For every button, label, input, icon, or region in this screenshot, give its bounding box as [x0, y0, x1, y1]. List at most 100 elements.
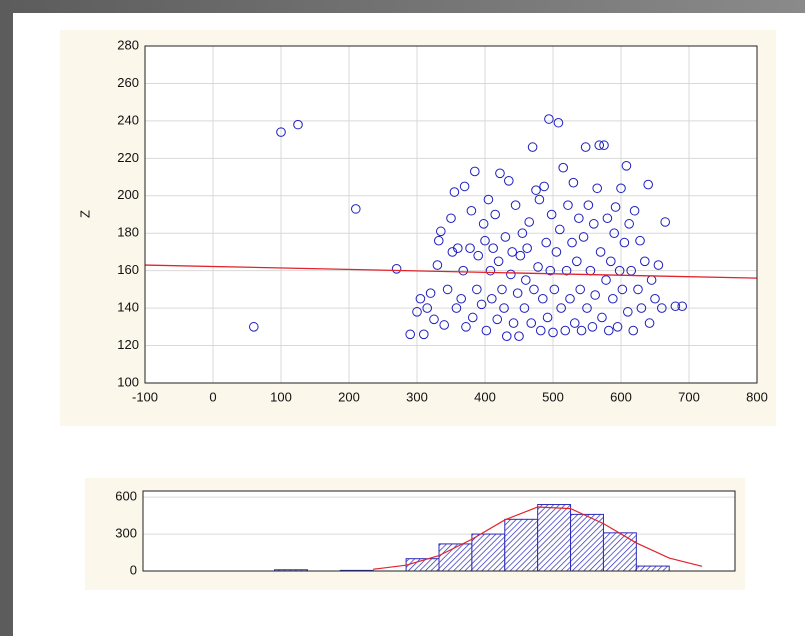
point	[594, 140, 605, 151]
point	[521, 275, 531, 285]
bar	[570, 513, 604, 572]
point	[451, 303, 462, 313]
point	[574, 213, 584, 224]
point	[555, 224, 565, 235]
point	[628, 325, 639, 336]
plot-frame	[142, 490, 736, 572]
point	[617, 284, 628, 295]
plot-frame	[144, 45, 758, 384]
plot-area	[145, 46, 757, 383]
point	[433, 235, 444, 246]
point	[653, 260, 664, 270]
point	[553, 117, 564, 128]
point	[519, 303, 530, 313]
y-tick-label: 280	[117, 37, 139, 52]
point	[487, 293, 497, 304]
point	[549, 284, 560, 295]
point	[670, 301, 681, 312]
x-tick-label: 600	[610, 389, 632, 404]
fit-line	[144, 264, 758, 279]
point	[612, 322, 623, 332]
y-tick-label: 300	[115, 526, 137, 541]
x-tick-label: 500	[542, 389, 564, 404]
point	[351, 204, 361, 214]
point	[391, 263, 402, 274]
point	[635, 235, 645, 246]
y-tick-label: 240	[117, 112, 139, 127]
point	[276, 127, 286, 137]
y-tick-label: 200	[117, 187, 139, 202]
x-tick-label: 300	[406, 389, 428, 404]
point	[461, 322, 471, 332]
point	[616, 183, 626, 194]
point	[644, 318, 655, 328]
point	[439, 320, 450, 330]
bar	[504, 518, 539, 572]
point	[492, 314, 503, 325]
point	[533, 262, 543, 272]
point	[578, 232, 589, 242]
y-tick-label: 220	[117, 150, 139, 165]
point	[453, 243, 463, 253]
point	[405, 329, 416, 340]
point	[497, 284, 507, 295]
point	[603, 325, 614, 336]
point	[466, 205, 477, 216]
y-tick-label: 260	[117, 75, 139, 90]
point	[514, 331, 524, 341]
point	[458, 265, 469, 276]
point	[476, 299, 487, 310]
y-tick-label: 140	[117, 300, 139, 315]
point	[565, 293, 575, 304]
point	[472, 284, 482, 295]
point	[660, 217, 671, 227]
point	[504, 176, 514, 186]
point	[569, 318, 580, 328]
y-tick-label: 600	[115, 489, 137, 504]
x-tick-label: -100	[132, 389, 158, 404]
point	[597, 312, 607, 323]
point	[560, 325, 571, 336]
point	[640, 256, 650, 267]
point	[548, 327, 558, 338]
point	[580, 142, 591, 152]
point	[677, 301, 688, 312]
x-tick-label: 100	[270, 389, 292, 404]
x-tick-label: 400	[474, 389, 496, 404]
point	[595, 247, 606, 257]
point	[610, 202, 621, 212]
point	[551, 247, 562, 257]
point	[249, 322, 259, 332]
point	[629, 205, 640, 216]
point	[524, 217, 535, 227]
point	[601, 275, 611, 285]
point	[512, 288, 523, 298]
point	[495, 168, 505, 179]
point	[478, 219, 489, 229]
point	[587, 322, 598, 332]
point	[429, 314, 439, 325]
point	[425, 288, 436, 298]
point	[465, 243, 475, 253]
point	[542, 312, 553, 323]
point	[510, 200, 521, 210]
point	[531, 185, 541, 195]
point	[602, 213, 613, 224]
point	[544, 114, 554, 124]
point	[506, 269, 516, 280]
point	[558, 162, 569, 173]
point	[473, 250, 484, 261]
point	[546, 209, 557, 220]
point	[508, 318, 519, 328]
x-tick-label: 800	[746, 389, 768, 404]
y-tick-label: 120	[117, 337, 139, 352]
point	[483, 194, 494, 205]
point	[624, 219, 634, 229]
point	[442, 284, 453, 295]
point	[493, 256, 504, 267]
point	[480, 235, 490, 246]
point	[535, 325, 546, 336]
point	[621, 161, 632, 171]
